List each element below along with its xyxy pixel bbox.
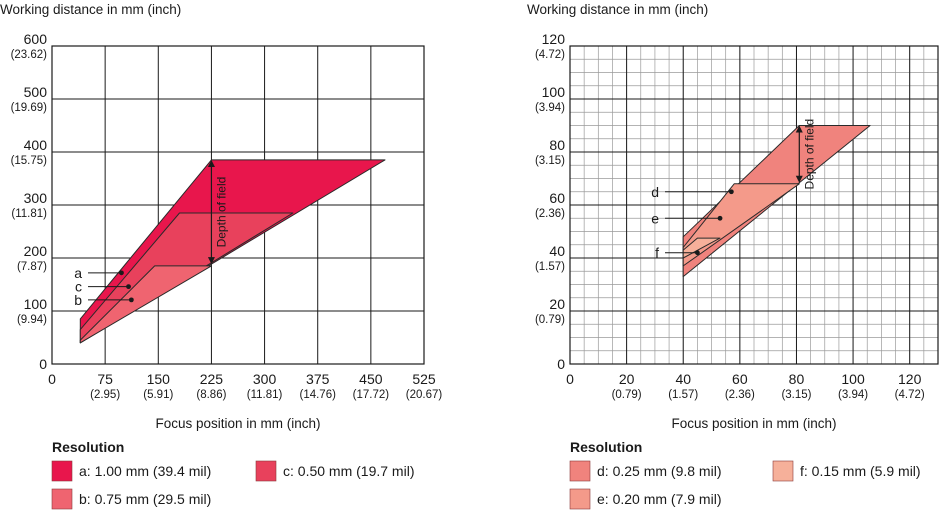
series-label-f: f — [655, 245, 659, 261]
legend-swatch-b — [51, 488, 73, 510]
x-tick-sublabel: (11.81) — [247, 389, 283, 401]
y-tick-label: 400 — [24, 137, 48, 153]
x-tick-label: 20 — [619, 371, 635, 387]
series-label-c: c — [75, 279, 82, 295]
x-tick-label: 150 — [147, 371, 171, 387]
y-tick-sublabel: (19.69) — [11, 102, 48, 114]
x-tick-sublabel: (5.91) — [143, 389, 173, 401]
legend-swatch-d — [569, 460, 591, 482]
y-tick-label: 200 — [24, 243, 48, 259]
x-tick-label: 60 — [732, 371, 748, 387]
x-tick-label: 120 — [898, 371, 922, 387]
x-tick-sublabel: (4.72) — [895, 389, 925, 401]
legend-label-f: f: 0.15 mm (5.9 mil) — [800, 463, 921, 479]
legend-swatch-a — [51, 460, 73, 482]
y-tick-label: 80 — [549, 137, 565, 153]
x-tick-label: 525 — [412, 371, 436, 387]
area-series-b — [79, 265, 212, 344]
y-tick-label: 500 — [24, 84, 48, 100]
series-label-d: d — [651, 184, 659, 200]
chart-right: Working distance in mm (inch) Depth of f… — [527, 2, 939, 510]
depth-of-field-label: Depth of field — [802, 119, 816, 190]
arrow-head-down — [795, 175, 803, 183]
plot-frame — [51, 45, 425, 365]
marker-dot-b — [128, 297, 134, 303]
x-tick-label: 0 — [48, 371, 56, 387]
marker-dot-a — [119, 270, 124, 276]
x-tick-label: 450 — [359, 371, 383, 387]
series-label-e: e — [651, 210, 659, 226]
x-tick-label: 40 — [675, 371, 691, 387]
y-tick-label: 600 — [24, 31, 48, 47]
x-tick-label: 100 — [841, 371, 865, 387]
chart-left: Working distance in mm (inch) Depth of f… — [0, 2, 443, 510]
x-tick-sublabel: (0.79) — [612, 389, 642, 401]
marker-dot-e — [717, 215, 723, 221]
x-tick-sublabel: (3.94) — [838, 389, 868, 401]
y-tick-sublabel: (9.94) — [17, 314, 47, 326]
y-tick-label: 0 — [39, 356, 47, 372]
arrow-head-up — [795, 125, 803, 133]
x-tick-label: 0 — [566, 371, 574, 387]
y-tick-label: 100 — [24, 296, 48, 312]
y-tick-label: 20 — [549, 296, 565, 312]
x-tick-sublabel: (20.67) — [406, 389, 443, 401]
y-tick-sublabel: (7.87) — [17, 261, 47, 273]
y-tick-sublabel: (3.15) — [535, 155, 565, 167]
y-tick-label: 100 — [542, 84, 566, 100]
legend-label-b: b: 0.75 mm (29.5 mil) — [79, 491, 211, 507]
y-tick-sublabel: (2.36) — [535, 208, 565, 220]
y-tick-label: 40 — [549, 243, 565, 259]
y-tick-sublabel: (15.75) — [11, 155, 48, 167]
marker-dot-f — [694, 250, 700, 256]
x-tick-sublabel: (2.95) — [90, 389, 120, 401]
depth-of-field-label: Depth of field — [214, 177, 228, 248]
y-tick-sublabel: (11.81) — [11, 208, 47, 220]
x-tick-label: 300 — [253, 371, 277, 387]
x-tick-label: 225 — [200, 371, 224, 387]
x-tick-sublabel: (3.15) — [781, 389, 811, 401]
y-tick-sublabel: (1.57) — [535, 261, 565, 273]
plot-frame — [569, 45, 939, 365]
y-tick-label: 300 — [24, 190, 48, 206]
legend-label-c: c: 0.50 mm (19.7 mil) — [283, 463, 414, 479]
legend-swatch-f — [772, 460, 794, 482]
series-label-a: a — [74, 265, 82, 281]
series-label-b: b — [74, 292, 82, 308]
y-tick-label: 0 — [557, 356, 565, 372]
y-tick-sublabel: (0.79) — [535, 314, 565, 326]
arrow-head-down — [207, 257, 215, 265]
y-tick-label: 120 — [542, 31, 566, 47]
x-tick-sublabel: (17.72) — [353, 389, 390, 401]
legend-swatch-e — [569, 488, 591, 510]
y-axis-title: Working distance in mm (inch) — [0, 2, 181, 17]
area-series-f — [682, 237, 721, 259]
legend-swatch-c — [255, 460, 277, 482]
x-tick-label: 80 — [789, 371, 805, 387]
marker-dot-c — [126, 284, 131, 290]
x-axis-title: Focus position in mm (inch) — [671, 416, 836, 431]
x-tick-sublabel: (14.76) — [299, 389, 336, 401]
y-tick-label: 60 — [549, 190, 565, 206]
arrow-head-up — [207, 159, 215, 167]
legend-label-d: d: 0.25 mm (9.8 mil) — [597, 463, 721, 479]
y-tick-sublabel: (3.94) — [535, 102, 565, 114]
y-tick-sublabel: (4.72) — [535, 49, 565, 61]
x-axis-title: Focus position in mm (inch) — [155, 416, 320, 431]
marker-dot-d — [728, 189, 734, 195]
x-tick-sublabel: (8.86) — [196, 389, 226, 401]
x-tick-sublabel: (1.57) — [668, 389, 698, 401]
x-tick-label: 375 — [306, 371, 330, 387]
legend-label-e: e: 0.20 mm (7.9 mil) — [597, 491, 721, 507]
x-tick-sublabel: (2.36) — [725, 389, 755, 401]
legend-title: Resolution — [570, 439, 642, 455]
legend-label-a: a: 1.00 mm (39.4 mil) — [79, 463, 211, 479]
legend-title: Resolution — [52, 439, 124, 455]
y-tick-sublabel: (23.62) — [11, 49, 48, 61]
y-axis-title: Working distance in mm (inch) — [527, 2, 708, 17]
area-series-e — [682, 183, 800, 267]
x-tick-label: 75 — [97, 371, 113, 387]
